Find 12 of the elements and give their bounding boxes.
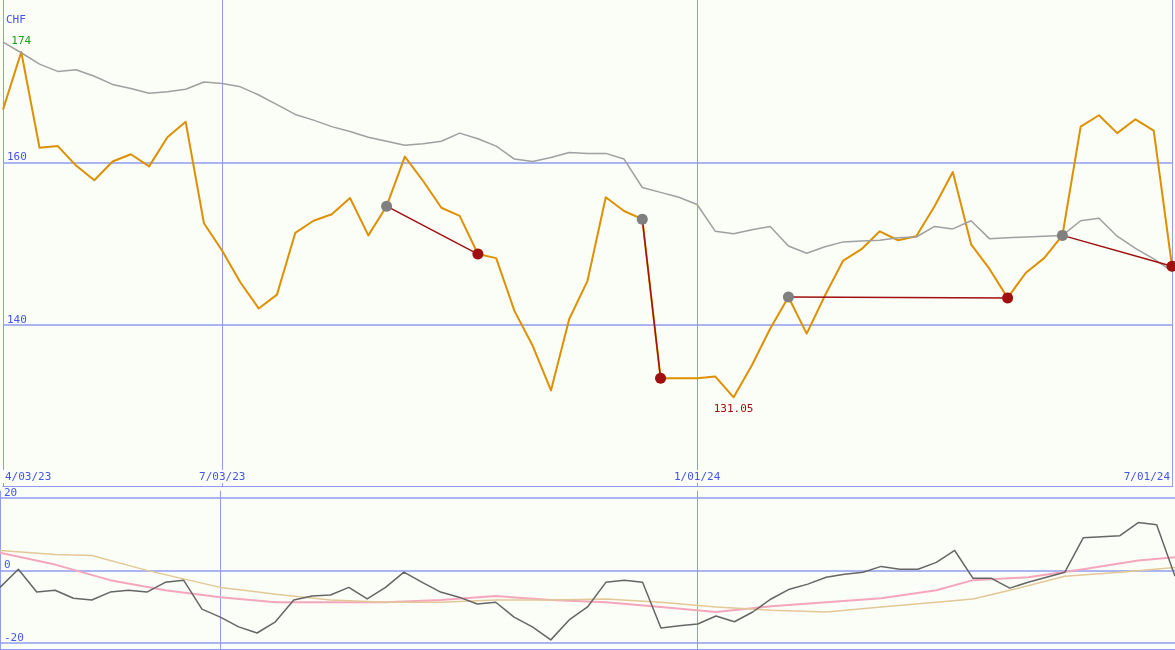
y-tick-label: 0 [4,558,11,572]
annotation: 174 [11,33,32,47]
x-tick-label: 7/03/23 [199,470,246,483]
x-tick-label: 1/01/24 [673,470,721,483]
x-tick-label: 7/01/24 [1123,470,1171,483]
y-axis-title: CHF [6,13,26,26]
y-tick-label: 140 [7,312,27,326]
annotation: 131.05 [713,402,754,416]
x-tick-label: 4/03/23 [5,470,52,483]
y-tick-label: 160 [7,150,27,164]
y-tick-label: 20 [4,486,18,499]
y-tick-label: -20 [4,630,24,644]
